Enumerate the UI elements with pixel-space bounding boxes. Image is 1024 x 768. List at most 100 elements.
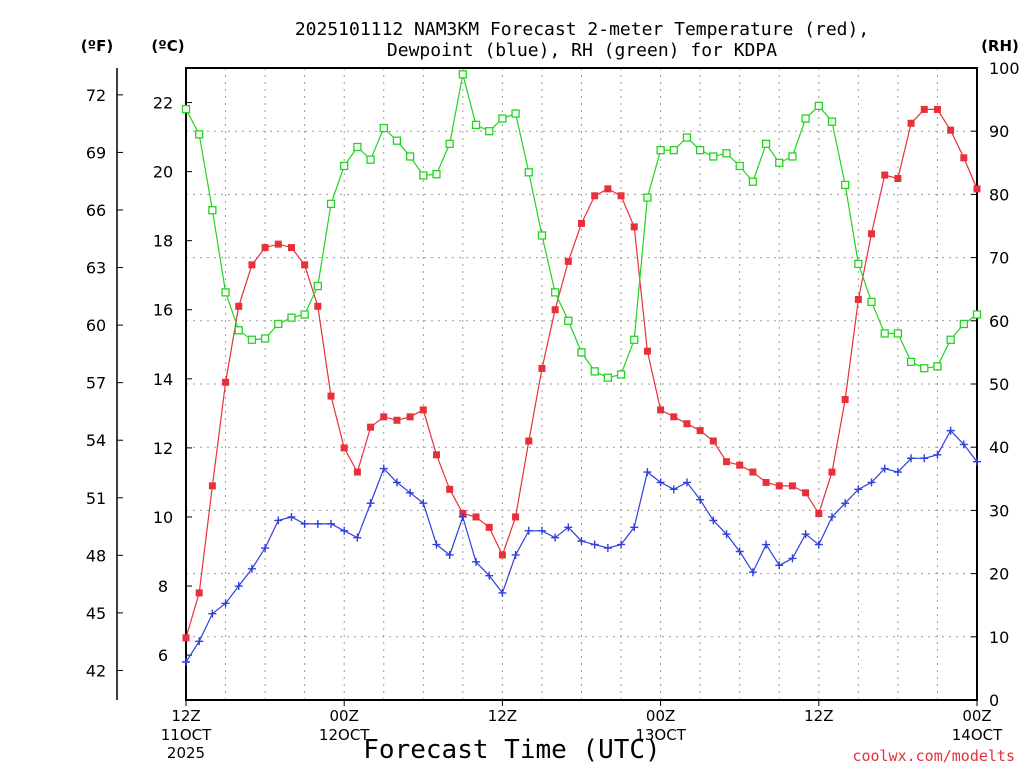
dewpoint-point <box>920 454 929 463</box>
dewpoint-point <box>933 450 942 459</box>
rh-tick-label: 50 <box>989 375 1009 394</box>
dewpoint-point <box>907 454 916 463</box>
relative-humidity-point <box>709 152 718 161</box>
2-meter-temperature-point <box>432 451 440 459</box>
relative-humidity-point <box>933 362 942 371</box>
relative-humidity-point <box>761 139 771 148</box>
fahrenheit-tick-label: 48 <box>86 546 106 565</box>
dewpoint-point <box>221 599 230 608</box>
celsius-tick-label: 22 <box>153 94 173 113</box>
dewpoint-point <box>551 533 560 542</box>
2-meter-temperature-point <box>287 244 295 252</box>
relative-humidity-point <box>972 310 982 319</box>
dewpoint-point <box>208 609 217 618</box>
dewpoint-point <box>775 561 784 570</box>
dewpoint-point <box>880 464 889 473</box>
celsius-unit-label: (ºC) <box>151 37 184 55</box>
relative-humidity-point <box>959 319 968 329</box>
2-meter-temperature-point <box>406 413 414 421</box>
celsius-tick-label: 18 <box>153 232 173 251</box>
dewpoint-point <box>973 457 981 466</box>
relative-humidity-point <box>893 329 903 338</box>
dewpoint-point <box>564 523 573 532</box>
dewpoint-line <box>185 429 978 663</box>
relative-humidity-point <box>775 158 784 167</box>
2-meter-temperature-point <box>340 444 348 452</box>
dewpoint-point <box>603 544 612 553</box>
2-meter-temperature-point <box>920 105 928 113</box>
relative-humidity-point <box>550 288 560 297</box>
time-tick-date: 11OCT <box>161 726 212 744</box>
dewpoint-point <box>313 519 322 528</box>
rh-tick-label: 10 <box>989 628 1009 647</box>
relative-humidity-point <box>643 193 652 202</box>
2-meter-temperature-point <box>907 119 915 127</box>
2-meter-temperature-point <box>301 261 309 269</box>
time-tick-date: 12OCT <box>319 726 370 744</box>
fahrenheit-tick-label: 51 <box>86 489 106 508</box>
rh-tick-label: 30 <box>989 501 1009 520</box>
relative-humidity-point <box>696 146 705 155</box>
2-meter-temperature-point <box>367 423 375 431</box>
relative-humidity-point <box>405 152 415 161</box>
2-meter-temperature-point <box>525 437 533 445</box>
dewpoint-point <box>392 478 401 487</box>
relative-humidity-point <box>814 101 823 111</box>
relative-humidity-point <box>827 117 837 126</box>
relative-humidity-point <box>669 146 678 155</box>
fahrenheit-tick-label: 54 <box>86 431 106 450</box>
dewpoint-point <box>893 468 902 477</box>
relative-humidity-point <box>353 142 362 152</box>
2-meter-temperature-point <box>841 396 849 404</box>
dewpoint-point <box>511 550 520 559</box>
dewpoint-point <box>696 495 705 504</box>
2-meter-temperature-point <box>564 257 572 265</box>
2-meter-temperature-point <box>235 302 243 310</box>
dewpoint-point <box>353 533 362 542</box>
relative-humidity-point <box>313 281 322 291</box>
2-meter-temperature-point <box>380 413 388 421</box>
2-meter-temperature-point <box>591 192 599 200</box>
2-meter-temperature-point <box>393 416 401 424</box>
2-meter-temperature-point <box>709 437 717 445</box>
relative-humidity-point <box>326 199 336 209</box>
series-dewpoint <box>182 426 981 667</box>
rh-tick-label: 0 <box>989 691 999 710</box>
dewpoint-point <box>300 519 309 528</box>
rh-tick-label: 40 <box>989 438 1009 457</box>
2-meter-temperature-point <box>933 105 941 113</box>
dewpoint-point <box>630 523 639 532</box>
relative-humidity-point <box>379 123 388 133</box>
relative-humidity-point <box>788 152 797 161</box>
dewpoint-point <box>682 478 691 487</box>
2-meter-temperature-point <box>960 154 968 162</box>
relative-humidity-point <box>616 370 626 379</box>
relative-humidity-point <box>445 139 454 148</box>
relative-humidity-point <box>854 259 863 269</box>
relative-humidity-point <box>524 168 533 177</box>
dewpoint-point <box>287 512 296 521</box>
dewpoint-point <box>722 530 731 539</box>
dewpoint-point <box>419 499 428 508</box>
dewpoint-point <box>762 540 771 549</box>
dewpoint-point <box>827 512 836 521</box>
dewpoint-point <box>748 568 757 577</box>
2-meter-temperature-point <box>854 295 862 303</box>
2-meter-temperature-point <box>973 185 981 193</box>
2-meter-temperature-point <box>353 468 361 476</box>
relative-humidity-point <box>208 206 217 215</box>
relative-humidity-point <box>511 109 520 118</box>
time-tick-label: 12Z <box>804 707 833 725</box>
relative-humidity-point <box>274 319 283 329</box>
source-credit: coolwx.com/modelts <box>852 747 1015 765</box>
fahrenheit-tick-label: 69 <box>86 143 106 162</box>
dewpoint-point <box>841 499 850 508</box>
fahrenheit-unit-label: (ºF) <box>81 37 113 55</box>
fahrenheit-tick-label: 42 <box>86 661 106 680</box>
2-meter-temperature-point <box>723 458 731 466</box>
dewpoint-point <box>867 478 876 487</box>
relative-humidity-point <box>630 335 639 344</box>
2-meter-temperature-point <box>696 427 704 435</box>
celsius-tick-label: 16 <box>153 301 173 320</box>
